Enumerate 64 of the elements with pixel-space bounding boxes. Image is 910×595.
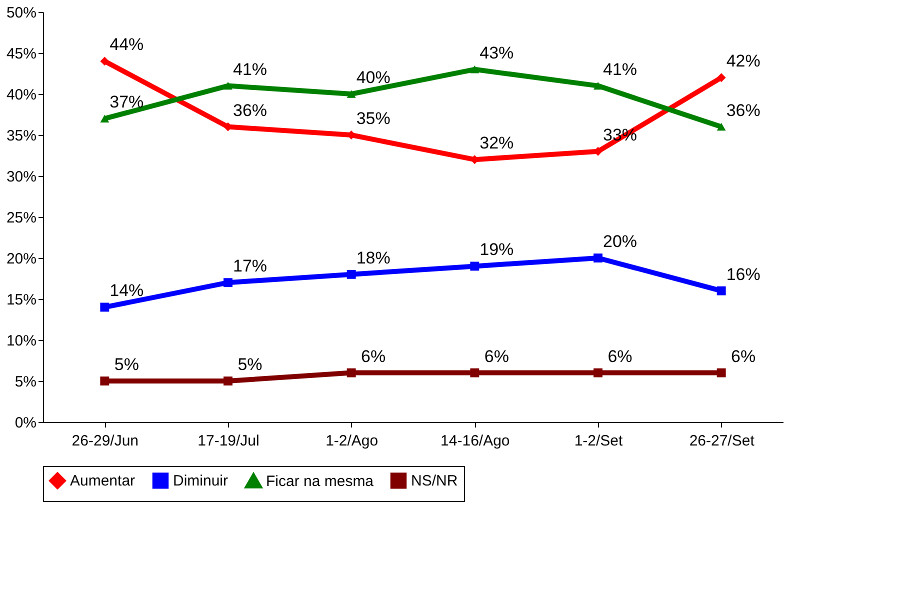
data-label: 6% xyxy=(608,346,632,366)
x-tick-label: 26-29/Jun xyxy=(72,432,139,450)
y-tick-label: 40% xyxy=(6,86,36,104)
data-label: 36% xyxy=(232,100,268,120)
point xyxy=(100,114,110,122)
x-tick-label: 14-16/Ago xyxy=(440,432,510,450)
y-tick-label: 10% xyxy=(6,332,36,350)
data-label: 18% xyxy=(356,248,390,268)
point xyxy=(346,270,356,279)
point xyxy=(224,278,232,288)
point xyxy=(100,376,110,386)
y-tick-label: 50% xyxy=(6,4,36,22)
y-tick-label: 15% xyxy=(6,292,36,308)
x-tick-label: 1-2/Set xyxy=(574,432,624,450)
data-label: 14% xyxy=(110,281,144,300)
data-label: 43% xyxy=(480,43,514,62)
point xyxy=(716,122,726,131)
data-label: 37% xyxy=(110,92,144,112)
y-tick-label: 45% xyxy=(6,46,36,62)
x-tick-label: 17-19/Jul xyxy=(198,432,260,450)
data-label: 44% xyxy=(110,35,144,54)
data-label: 41% xyxy=(232,60,268,79)
point xyxy=(224,82,232,90)
data-label: 19% xyxy=(480,240,514,260)
data-label: 5% xyxy=(238,355,262,374)
data-label: 41% xyxy=(602,60,638,79)
y-tick-label: 20% xyxy=(6,250,36,268)
data-label: 42% xyxy=(726,52,760,71)
point xyxy=(594,254,602,262)
point xyxy=(716,286,726,296)
data-label: 5% xyxy=(114,355,139,374)
point xyxy=(224,376,232,386)
y-tick-label: 30% xyxy=(6,168,36,186)
legend-label: NS/NR xyxy=(411,472,458,490)
data-label: 16% xyxy=(726,264,760,284)
point xyxy=(594,82,602,90)
data-label: 36% xyxy=(726,100,760,120)
y-tick-label: 5% xyxy=(14,374,36,390)
y-tick-label: 35% xyxy=(6,128,36,144)
data-label: 40% xyxy=(356,68,390,87)
y-tick-label: 25% xyxy=(6,210,36,226)
point xyxy=(716,73,726,82)
point xyxy=(470,368,480,378)
x-tick-label: 26-27/Set xyxy=(689,432,756,450)
y-tick-label: 0% xyxy=(14,414,36,432)
point xyxy=(346,368,356,378)
legend-label: Diminuir xyxy=(173,472,228,490)
data-label: 6% xyxy=(731,346,756,366)
point xyxy=(346,90,356,98)
point xyxy=(470,262,480,271)
legend-label: Aumentar xyxy=(70,472,136,490)
data-label: 32% xyxy=(480,134,514,153)
data-label: 17% xyxy=(232,256,268,276)
point xyxy=(100,56,110,66)
data-label: 6% xyxy=(484,346,509,366)
data-label: 6% xyxy=(361,346,386,366)
point xyxy=(716,368,726,378)
data-label: 35% xyxy=(356,109,390,128)
point xyxy=(594,368,602,378)
legend-label: Ficar na mesma xyxy=(266,473,374,490)
data-label: 20% xyxy=(602,232,638,251)
x-tick-label: 1-2/Ago xyxy=(326,432,378,450)
point xyxy=(470,66,480,74)
point xyxy=(100,302,110,312)
